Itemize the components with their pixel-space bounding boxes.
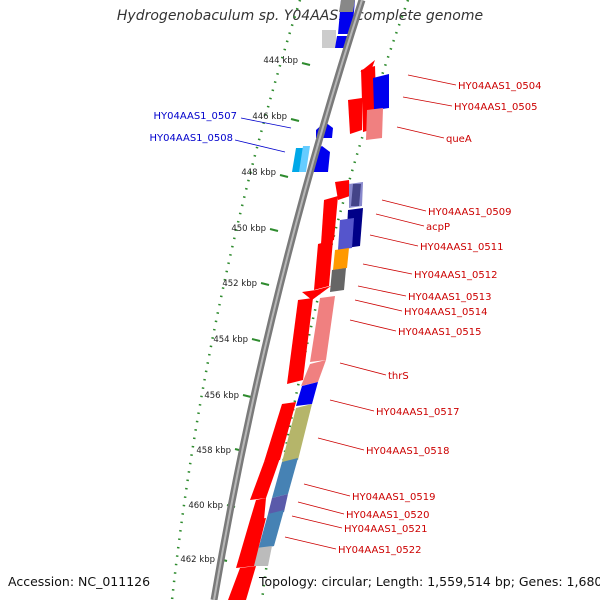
gene-label-reverse: HY04AAS1_0521 bbox=[344, 524, 427, 535]
gene-label-reverse: HY04AAS1_0513 bbox=[408, 292, 491, 303]
gene-label-reverse: acpP bbox=[426, 222, 450, 233]
gene-label-reverse: HY04AAS1_0509 bbox=[428, 207, 511, 218]
gene-label-forward: HY04AAS1_0507 bbox=[154, 111, 237, 122]
tick-label: 450 kbp bbox=[231, 224, 266, 234]
tick-label: 452 kbp bbox=[222, 279, 257, 289]
gene-label-reverse: HY04AAS1_0504 bbox=[458, 81, 541, 92]
gene-label-reverse: HY04AAS1_0520 bbox=[346, 510, 429, 521]
gene-label-reverse: HY04AAS1_0511 bbox=[420, 242, 503, 253]
tick-label: 462 kbp bbox=[180, 555, 215, 565]
genome-info-text: Topology: circular; Length: 1,559,514 bp… bbox=[259, 574, 600, 589]
forward-strand-genes bbox=[292, 0, 355, 172]
tick-label: 446 kbp bbox=[252, 112, 287, 122]
tick-label: 456 kbp bbox=[204, 391, 239, 401]
gene-label-reverse: thrS bbox=[388, 371, 409, 382]
tick-label: 458 kbp bbox=[196, 446, 231, 456]
tick-label: 460 kbp bbox=[188, 501, 223, 511]
forward-leader-lines bbox=[234, 117, 292, 153]
gene-label-reverse: HY04AAS1_0512 bbox=[414, 270, 497, 281]
tick-label: 444 kbp bbox=[263, 56, 298, 66]
tick-label: 454 kbp bbox=[213, 335, 248, 345]
gene-label-reverse: HY04AAS1_0522 bbox=[338, 545, 421, 556]
map-title: Hydrogenobaculum sp. Y04AAS1, complete g… bbox=[116, 8, 484, 24]
gene-label-reverse: HY04AAS1_0518 bbox=[366, 446, 449, 457]
gene-label-reverse: HY04AAS1_0515 bbox=[398, 327, 481, 338]
gene-label-reverse: HY04AAS1_0517 bbox=[376, 407, 459, 418]
tick-label: 448 kbp bbox=[241, 168, 276, 178]
accession-text: Accession: NC_011126 bbox=[8, 574, 151, 589]
gene-label-reverse: queA bbox=[446, 134, 472, 145]
gene-label-reverse: HY04AAS1_0514 bbox=[404, 307, 487, 318]
gene-label-reverse: HY04AAS1_0519 bbox=[352, 492, 435, 503]
reverse-leader-lines bbox=[284, 74, 457, 550]
genome-backbone bbox=[210, 0, 366, 600]
reverse-strand-genes bbox=[228, 60, 389, 600]
gene-label-reverse: HY04AAS1_0505 bbox=[454, 102, 537, 113]
gene-label-forward: HY04AAS1_0508 bbox=[150, 133, 233, 144]
